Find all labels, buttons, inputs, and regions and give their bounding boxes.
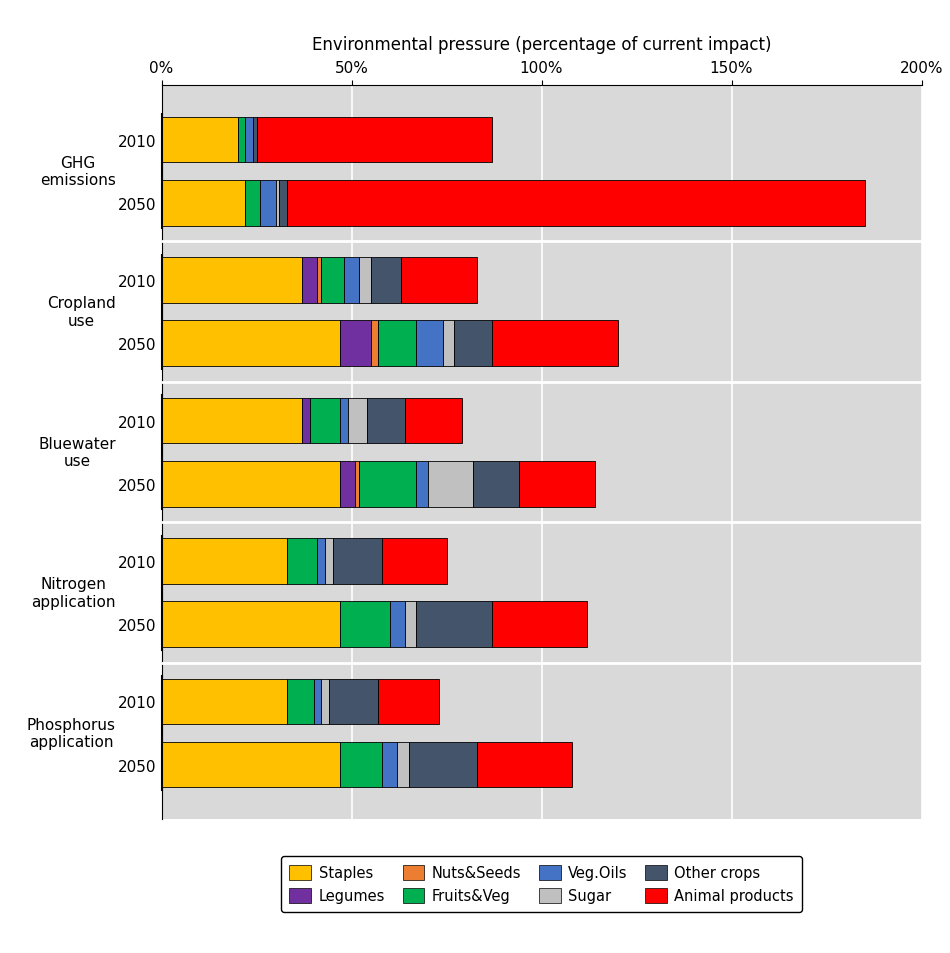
Bar: [162, 321, 340, 367]
Bar: [245, 117, 253, 163]
Bar: [162, 258, 302, 304]
Bar: [344, 258, 359, 304]
Text: Nitrogen
application: Nitrogen application: [31, 577, 116, 609]
Text: Phosphorus
application: Phosphorus application: [27, 717, 116, 749]
Bar: [321, 258, 344, 304]
X-axis label: Environmental pressure (percentage of current impact): Environmental pressure (percentage of cu…: [312, 36, 771, 54]
Bar: [416, 601, 492, 647]
Bar: [473, 461, 519, 507]
Bar: [238, 117, 245, 163]
Bar: [390, 601, 405, 647]
Bar: [405, 601, 416, 647]
Bar: [348, 398, 367, 444]
Bar: [340, 601, 389, 647]
Bar: [492, 601, 587, 647]
Bar: [405, 398, 462, 444]
Bar: [340, 461, 355, 507]
Text: GHG
emissions: GHG emissions: [40, 156, 116, 189]
Bar: [245, 181, 260, 227]
Bar: [382, 742, 397, 788]
Bar: [454, 321, 492, 367]
Bar: [367, 398, 405, 444]
Bar: [256, 117, 492, 163]
Bar: [408, 742, 477, 788]
Bar: [162, 601, 340, 647]
Bar: [287, 538, 317, 584]
Bar: [302, 258, 317, 304]
Bar: [162, 398, 302, 444]
Bar: [370, 321, 378, 367]
Bar: [401, 258, 477, 304]
Bar: [260, 181, 276, 227]
Bar: [162, 538, 287, 584]
Bar: [162, 679, 287, 724]
Bar: [253, 117, 256, 163]
Bar: [162, 117, 238, 163]
Bar: [370, 258, 401, 304]
Bar: [519, 461, 595, 507]
Text: Cropland
use: Cropland use: [48, 296, 116, 329]
Bar: [325, 538, 332, 584]
Bar: [397, 742, 408, 788]
Text: Bluewater
use: Bluewater use: [38, 436, 116, 469]
Bar: [443, 321, 454, 367]
Bar: [302, 398, 310, 444]
Bar: [162, 742, 340, 788]
Bar: [378, 679, 439, 724]
Bar: [359, 258, 371, 304]
Legend: Staples, Legumes, Nuts&Seeds, Fruits&Veg, Veg.Oils, Sugar, Other crops, Animal p: Staples, Legumes, Nuts&Seeds, Fruits&Veg…: [281, 856, 802, 912]
Bar: [287, 181, 865, 227]
Bar: [321, 679, 329, 724]
Bar: [340, 742, 382, 788]
Bar: [329, 679, 378, 724]
Bar: [162, 461, 340, 507]
Bar: [287, 679, 314, 724]
Bar: [317, 258, 321, 304]
Bar: [317, 538, 325, 584]
Bar: [340, 321, 370, 367]
Bar: [310, 398, 340, 444]
Bar: [359, 461, 416, 507]
Bar: [492, 321, 618, 367]
Bar: [477, 742, 572, 788]
Bar: [314, 679, 321, 724]
Bar: [162, 181, 245, 227]
Bar: [279, 181, 287, 227]
Bar: [416, 461, 428, 507]
Bar: [332, 538, 382, 584]
Bar: [340, 398, 348, 444]
Bar: [428, 461, 473, 507]
Bar: [276, 181, 279, 227]
Bar: [355, 461, 359, 507]
Bar: [378, 321, 416, 367]
Bar: [382, 538, 446, 584]
Bar: [416, 321, 443, 367]
